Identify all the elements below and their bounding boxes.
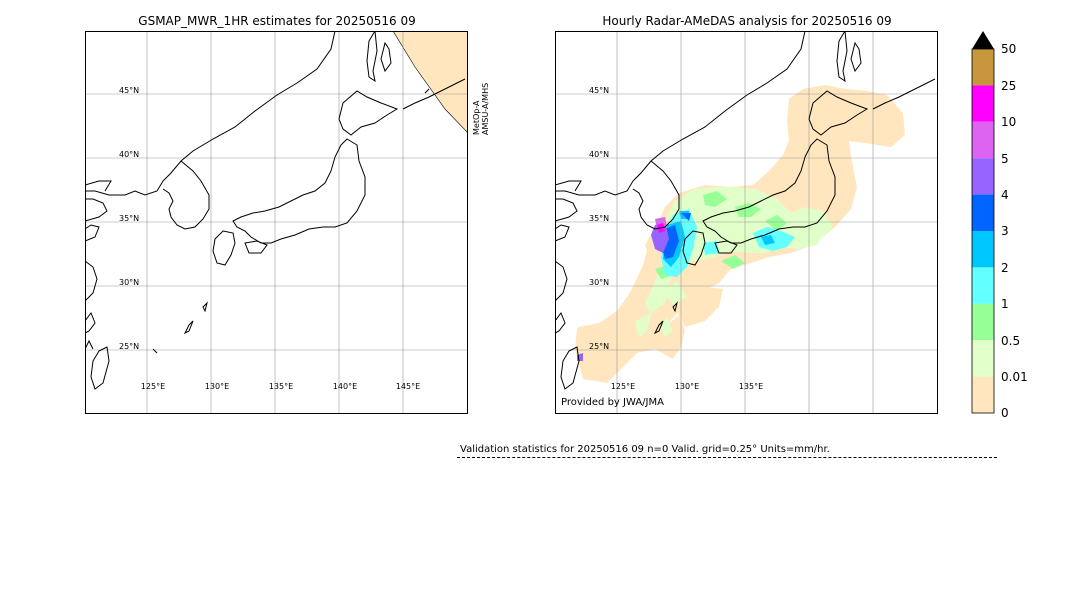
colorbar-label: 3 (1001, 224, 1009, 238)
colorbar-label: 0 (1001, 406, 1009, 420)
lat-label: 40°N (589, 150, 609, 159)
colorbar-label: 5 (1001, 152, 1009, 166)
data-credit: Provided by JWA/JMA (561, 397, 664, 408)
colorbar-swatch (972, 376, 994, 413)
swath-area (392, 31, 468, 134)
lat-label: 30°N (119, 278, 139, 287)
colorbar-label: 4 (1001, 188, 1009, 202)
colorbar-swatch (972, 340, 994, 377)
lon-label: 135°E (269, 382, 293, 391)
left-map-title: GSMAP_MWR_1HR estimates for 20250516 09 (138, 14, 416, 28)
colorbar-label: 25 (1001, 79, 1017, 93)
lat-label: 25°N (119, 342, 139, 351)
right-lat-labels: 45°N 40°N 35°N 30°N 25°N (589, 86, 609, 351)
colorbar-extend-arrow (972, 31, 994, 49)
colorbar-swatch (972, 194, 994, 231)
right-map-title: Hourly Radar-AMeDAS analysis for 2025051… (602, 14, 892, 28)
colorbar-swatch (972, 267, 994, 304)
graticule (555, 31, 938, 414)
colorbar-swatch (972, 49, 994, 86)
lat-label: 30°N (589, 278, 609, 287)
colorbar-swatch (972, 231, 994, 268)
lat-label: 45°N (119, 86, 139, 95)
colorbar-label: 0.5 (1001, 334, 1021, 348)
colorbar-label: 0.01 (1001, 370, 1028, 384)
left-lon-labels: 125°E 130°E 135°E 140°E 145°E (141, 382, 420, 391)
lat-label: 35°N (589, 214, 609, 223)
validation-divider (457, 457, 997, 458)
lat-label: 40°N (119, 150, 139, 159)
colorbar-swatch (972, 303, 994, 341)
coastlines (555, 31, 936, 390)
colorbar-boxes (972, 49, 994, 413)
coastlines (85, 31, 466, 390)
left-lat-labels: 45°N 40°N 35°N 30°N 25°N (119, 86, 139, 351)
colorbar-label: 50 (1001, 42, 1017, 56)
colorbar-label: 1 (1001, 297, 1009, 311)
colorbar-swatch (972, 85, 994, 122)
lat-label: 25°N (589, 342, 609, 351)
colorbar (971, 31, 995, 414)
colorbar-label: 2 (1001, 261, 1009, 275)
lon-label: 145°E (396, 382, 420, 391)
colorbar-swatch (972, 121, 994, 159)
lon-label: 130°E (205, 382, 229, 391)
lon-label: 130°E (675, 382, 699, 391)
satellite-name-label: MetOp-A (472, 100, 481, 135)
lon-label: 125°E (611, 382, 635, 391)
lat-label: 45°N (589, 86, 609, 95)
lat-label: 35°N (119, 214, 139, 223)
validation-statistics: Validation statistics for 20250516 09 n=… (460, 444, 830, 455)
lon-label: 125°E (141, 382, 165, 391)
lon-label: 140°E (333, 382, 357, 391)
sensor-name-label: AMSU-A/MHS (481, 82, 490, 135)
right-map: 45°N 40°N 35°N 30°N 25°N 125°E 130°E 135… (555, 31, 938, 414)
right-lon-labels: 125°E 130°E 135°E (611, 382, 763, 391)
colorbar-swatch (972, 158, 994, 195)
left-map: 45°N 40°N 35°N 30°N 25°N 125°E 130°E 135… (85, 31, 468, 414)
lon-label: 135°E (739, 382, 763, 391)
colorbar-label: 10 (1001, 115, 1017, 129)
graticule (85, 31, 468, 414)
